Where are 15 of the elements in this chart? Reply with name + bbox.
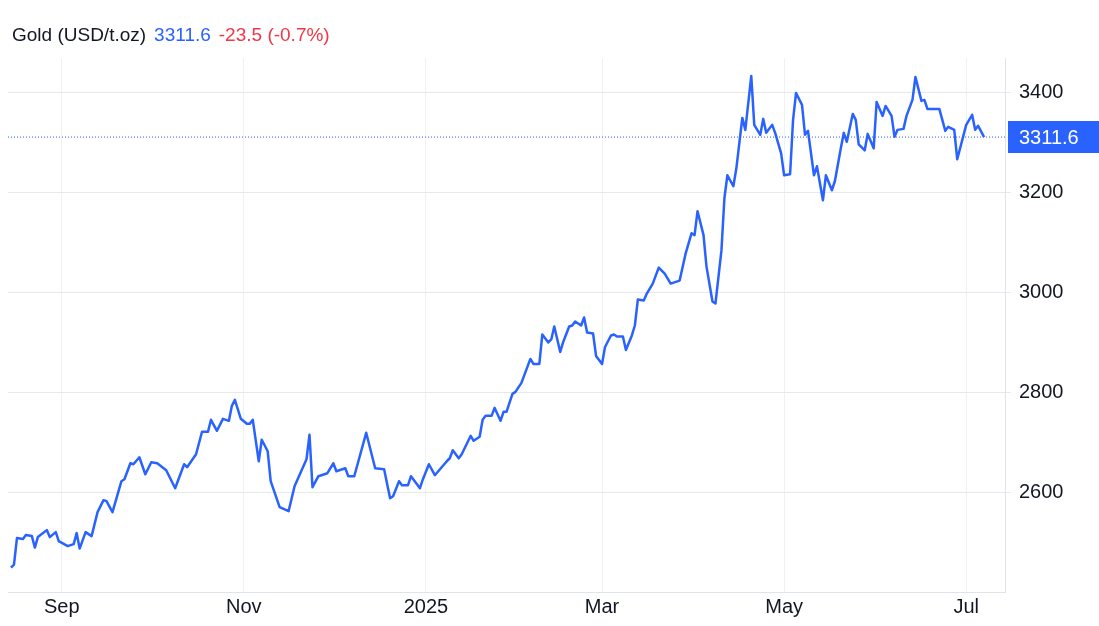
text: 3311.6 bbox=[154, 24, 211, 45]
x-tick-label: Nov bbox=[226, 594, 262, 617]
text: -23.5 (-0.7%) bbox=[218, 24, 330, 45]
x-tick-label: 2025 bbox=[403, 594, 449, 617]
y-tick-label: 3200 bbox=[1019, 180, 1064, 203]
x-tick-label: May bbox=[765, 594, 804, 617]
x-tick-label: Mar bbox=[584, 594, 620, 617]
chart-title: Gold (USD/t.oz) bbox=[12, 24, 147, 45]
y-tick-label: 2600 bbox=[1019, 479, 1064, 502]
y-tick-label: 3000 bbox=[1019, 280, 1064, 303]
y-tick-label: 3400 bbox=[1019, 80, 1064, 103]
x-tick-label: Jul bbox=[953, 594, 979, 617]
ref-line-label: 3311.6 bbox=[1019, 125, 1079, 148]
y-tick-label: 2800 bbox=[1019, 379, 1064, 402]
x-tick-label: Sep bbox=[43, 594, 80, 617]
